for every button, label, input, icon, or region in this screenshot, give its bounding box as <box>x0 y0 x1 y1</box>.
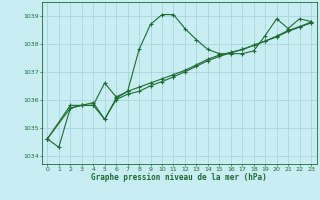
X-axis label: Graphe pression niveau de la mer (hPa): Graphe pression niveau de la mer (hPa) <box>91 173 267 182</box>
